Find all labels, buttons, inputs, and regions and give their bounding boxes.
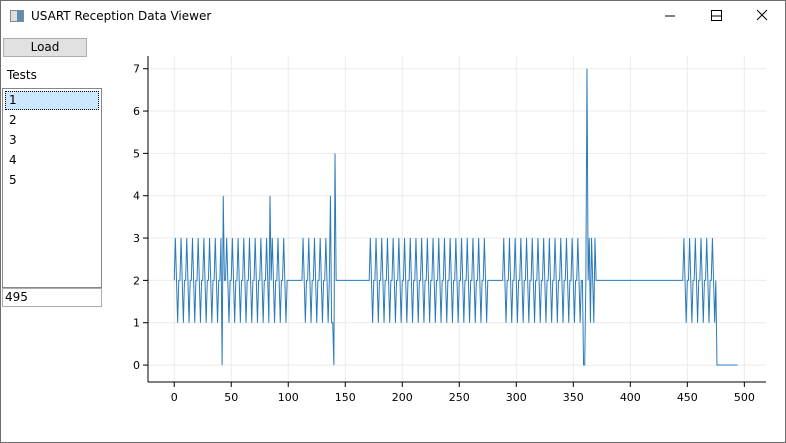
y-tick-label: 6 [133,105,140,118]
x-tick-label: 100 [278,391,299,404]
list-item[interactable]: 1 [5,91,99,110]
x-tick-label: 300 [506,391,527,404]
x-tick-label: 350 [563,391,584,404]
x-tick-label: 150 [335,391,356,404]
x-tick-label: 50 [224,391,238,404]
y-tick-label: 5 [133,147,140,160]
x-tick-label: 200 [392,391,413,404]
x-tick-label: 250 [449,391,470,404]
tests-list[interactable]: 1 2 3 4 5 [2,88,102,288]
y-tick-label: 4 [133,190,140,203]
minimize-icon[interactable] [647,1,693,31]
window-title: USART Reception Data Viewer [31,9,212,23]
list-item[interactable]: 2 [9,113,17,127]
list-item[interactable]: 4 [9,153,17,167]
data-line [173,68,738,366]
x-tick-label: 0 [171,391,178,404]
list-item[interactable]: 5 [9,173,17,187]
list-item[interactable]: 3 [9,133,17,147]
tests-label: Tests [7,68,37,82]
x-tick-label: 450 [677,391,698,404]
close-button[interactable] [739,1,785,31]
x-tick-label: 400 [620,391,641,404]
y-tick-label: 3 [133,232,140,245]
app-icon [10,10,24,22]
count-textbox[interactable]: 495 [2,288,102,307]
load-button[interactable]: Load [3,38,87,57]
minimize-button[interactable] [693,1,739,31]
maximize-button[interactable] [693,1,739,31]
title-bar: USART Reception Data Viewer [1,1,785,31]
x-tick-label: 500 [734,391,755,404]
y-tick-label: 2 [133,274,140,287]
y-tick-label: 7 [133,63,140,76]
chart: 0 1 2 3 4 5 6 7 0 50 100 150 200 250 300 350 400 450 500 [133,56,766,404]
y-tick-label: 1 [133,317,140,330]
y-tick-label: 0 [133,359,140,372]
